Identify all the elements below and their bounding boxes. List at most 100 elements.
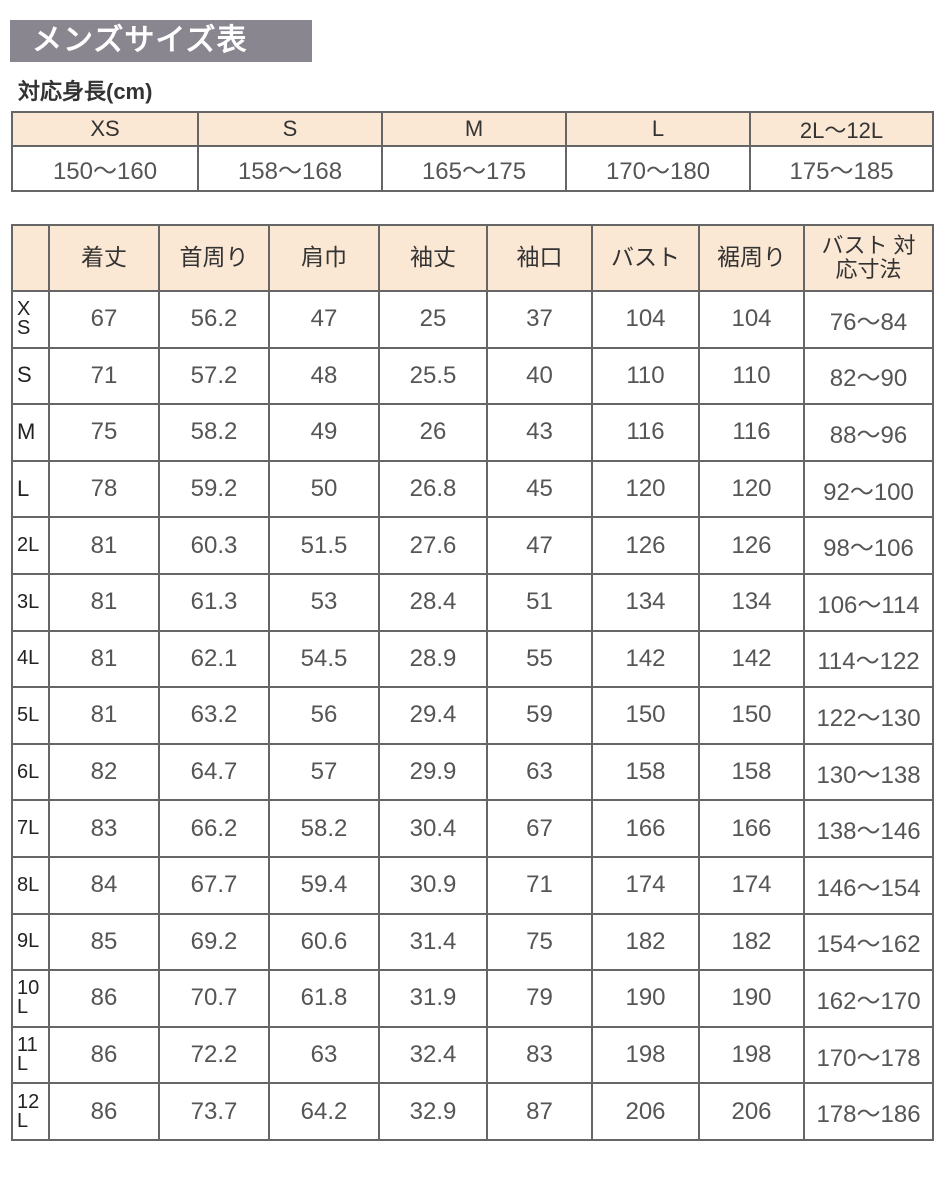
table-cell: 30.9 bbox=[378, 855, 488, 915]
size-label-cell: 3L bbox=[11, 572, 50, 632]
table-cell: 116 bbox=[591, 403, 700, 462]
table-cell: 59.4 bbox=[268, 855, 380, 915]
size-label: 3L bbox=[17, 590, 40, 613]
table-cell: 70.7 bbox=[158, 969, 270, 1028]
size-label-cell: 12L bbox=[11, 1082, 50, 1141]
table-cell: 106〜114 bbox=[803, 572, 934, 632]
table-cell: 76〜84 bbox=[803, 290, 934, 349]
height-range-row: 150〜160 158〜168 165〜175 170〜180 175〜185 bbox=[11, 145, 934, 192]
table-cell: 174 bbox=[591, 855, 700, 915]
size-header: 2L〜12L bbox=[749, 111, 934, 147]
table-cell: 126 bbox=[698, 516, 805, 575]
size-table-header-row: 着丈 首周り 肩巾 袖丈 袖口 バスト 裾周り バスト 対応寸法 bbox=[11, 224, 934, 292]
table-cell: 82〜90 bbox=[803, 346, 934, 406]
table-cell: 50 bbox=[268, 459, 380, 519]
table-cell: 158 bbox=[698, 742, 805, 802]
table-cell: 75 bbox=[48, 403, 160, 462]
table-cell: 198 bbox=[698, 1025, 805, 1085]
table-cell: 62.1 bbox=[158, 629, 270, 689]
table-cell: 58.2 bbox=[268, 799, 380, 858]
table-cell: 154〜162 bbox=[803, 912, 934, 972]
table-cell: 120 bbox=[591, 459, 700, 519]
table-cell: 25 bbox=[378, 290, 488, 349]
table-cell: 53 bbox=[268, 572, 380, 632]
table-cell: 49 bbox=[268, 403, 380, 462]
table-cell: 26 bbox=[378, 403, 488, 462]
table-cell: 170〜178 bbox=[803, 1025, 934, 1085]
table-cell: 63.2 bbox=[158, 686, 270, 745]
table-cell: 182 bbox=[698, 912, 805, 972]
size-label-cell: 8L bbox=[11, 855, 50, 915]
size-label: L bbox=[17, 475, 30, 501]
column-header: 着丈 bbox=[48, 224, 160, 292]
table-cell: 166 bbox=[698, 799, 805, 858]
table-row: M 75 58.2 49 26 43 116 116 88〜96 bbox=[11, 403, 934, 462]
table-cell: 31.4 bbox=[378, 912, 488, 972]
size-label-cell: 2L bbox=[11, 516, 50, 575]
size-label-cell: 10L bbox=[11, 969, 50, 1028]
table-cell: 92〜100 bbox=[803, 459, 934, 519]
table-cell: 32.4 bbox=[378, 1025, 488, 1085]
size-label: 4L bbox=[17, 647, 40, 670]
table-cell: 86 bbox=[48, 1082, 160, 1141]
height-header-row: XS S M L 2L〜12L bbox=[11, 111, 934, 147]
table-cell: 198 bbox=[591, 1025, 700, 1085]
table-row: 12L 86 73.7 64.2 32.9 87 206 206 178〜186 bbox=[11, 1082, 934, 1141]
table-row: 8L 84 67.7 59.4 30.9 71 174 174 146〜154 bbox=[11, 855, 934, 915]
table-cell: 59 bbox=[486, 686, 593, 745]
table-cell: 71 bbox=[48, 346, 160, 406]
size-label: 8L bbox=[17, 873, 40, 896]
table-cell: 57 bbox=[268, 742, 380, 802]
column-header: バスト bbox=[591, 224, 700, 292]
table-cell: 81 bbox=[48, 629, 160, 689]
table-cell: 146〜154 bbox=[803, 855, 934, 915]
table-cell: 206 bbox=[698, 1082, 805, 1141]
table-cell: 85 bbox=[48, 912, 160, 972]
table-cell: 83 bbox=[486, 1025, 593, 1085]
size-label-cell: 5L bbox=[11, 686, 50, 745]
table-cell: 45 bbox=[486, 459, 593, 519]
table-cell: 190 bbox=[698, 969, 805, 1028]
table-cell: 134 bbox=[591, 572, 700, 632]
table-cell: 56 bbox=[268, 686, 380, 745]
table-cell: 166 bbox=[591, 799, 700, 858]
table-cell: 60.6 bbox=[268, 912, 380, 972]
size-label-cell: 7L bbox=[11, 799, 50, 858]
height-range: 158〜168 bbox=[197, 145, 383, 192]
table-cell: 64.7 bbox=[158, 742, 270, 802]
size-label: 12L bbox=[17, 1090, 40, 1132]
table-cell: 67.7 bbox=[158, 855, 270, 915]
table-cell: 69.2 bbox=[158, 912, 270, 972]
table-cell: 142 bbox=[591, 629, 700, 689]
size-label: 11L bbox=[17, 1034, 38, 1076]
table-cell: 206 bbox=[591, 1082, 700, 1141]
table-cell: 28.4 bbox=[378, 572, 488, 632]
column-header: 首周り bbox=[158, 224, 270, 292]
table-cell: 116 bbox=[698, 403, 805, 462]
table-cell: 150 bbox=[698, 686, 805, 745]
size-label: M bbox=[17, 419, 36, 445]
column-header: 裾周り bbox=[698, 224, 805, 292]
column-header bbox=[11, 224, 50, 292]
table-cell: 73.7 bbox=[158, 1082, 270, 1141]
table-cell: 60.3 bbox=[158, 516, 270, 575]
table-cell: 40 bbox=[486, 346, 593, 406]
height-range: 165〜175 bbox=[381, 145, 567, 192]
table-cell: 55 bbox=[486, 629, 593, 689]
height-range: 150〜160 bbox=[11, 145, 199, 192]
table-row: 10L 86 70.7 61.8 31.9 79 190 190 162〜170 bbox=[11, 969, 934, 1028]
table-cell: 64.2 bbox=[268, 1082, 380, 1141]
table-cell: 182 bbox=[591, 912, 700, 972]
height-range: 175〜185 bbox=[749, 145, 934, 192]
size-header: L bbox=[565, 111, 751, 147]
size-table: 着丈 首周り 肩巾 袖丈 袖口 バスト 裾周り バスト 対応寸法 XS 67 56.2 47 25 37… bbox=[11, 224, 934, 1141]
table-cell: 48 bbox=[268, 346, 380, 406]
height-table-label: 対応身長(cm) bbox=[18, 79, 153, 104]
table-cell: 110 bbox=[591, 346, 700, 406]
table-cell: 86 bbox=[48, 969, 160, 1028]
page-title: メンズサイズ表 bbox=[10, 20, 312, 62]
table-cell: 57.2 bbox=[158, 346, 270, 406]
table-cell: 190 bbox=[591, 969, 700, 1028]
size-label-cell: XS bbox=[11, 290, 50, 349]
table-row: 2L 81 60.3 51.5 27.6 47 126 126 98〜106 bbox=[11, 516, 934, 575]
